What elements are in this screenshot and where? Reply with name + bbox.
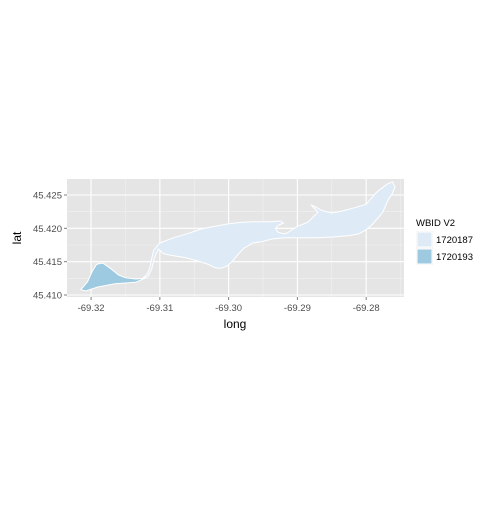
legend-label: 1720193 xyxy=(436,252,473,263)
y-tick-label: 45.420 xyxy=(33,224,62,235)
y-tick-label: 45.415 xyxy=(33,257,62,268)
x-tick-label: -69.31 xyxy=(146,303,173,314)
x-axis: -69.32 -69.31 -69.30 -69.29 -69.28 xyxy=(78,297,380,314)
polygon-1720187 xyxy=(141,181,396,280)
legend: WBID V2 1720187 1720193 xyxy=(416,218,473,265)
y-axis-title: lat xyxy=(10,231,24,244)
x-tick-label: -69.32 xyxy=(78,303,105,314)
y-axis: 45.410 45.415 45.420 45.425 xyxy=(33,191,67,302)
legend-entries: 1720187 1720193 xyxy=(416,231,473,265)
lake-polygons xyxy=(80,181,396,292)
x-tick-label: -69.30 xyxy=(215,303,242,314)
x-axis-title: long xyxy=(224,317,247,331)
y-tick-label: 45.425 xyxy=(33,191,62,202)
polygon-1720193 xyxy=(80,262,146,292)
legend-swatch xyxy=(416,248,433,265)
legend-label: 1720187 xyxy=(436,235,473,246)
legend-swatch xyxy=(416,231,433,248)
x-tick-label: -69.29 xyxy=(284,303,311,314)
legend-title: WBID V2 xyxy=(416,218,455,229)
x-tick-label: -69.28 xyxy=(353,303,380,314)
y-tick-label: 45.410 xyxy=(33,291,62,302)
